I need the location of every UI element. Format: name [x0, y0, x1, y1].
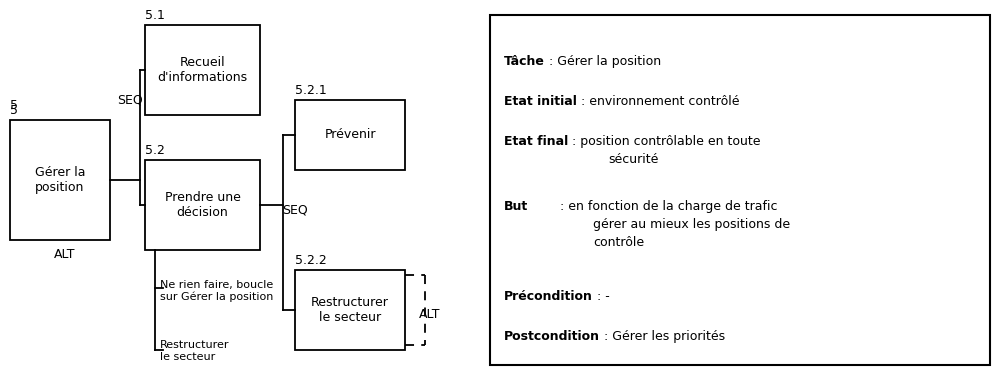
Text: Tâche: Tâche — [504, 55, 545, 68]
Text: contrôle: contrôle — [593, 236, 644, 249]
Text: Restructurer
le secteur: Restructurer le secteur — [160, 340, 229, 362]
Text: 5.2.2: 5.2.2 — [295, 254, 327, 267]
Bar — [295, 270, 405, 350]
Text: 5.1: 5.1 — [145, 9, 165, 22]
Text: 5.2: 5.2 — [145, 144, 165, 157]
Text: 5: 5 — [10, 99, 18, 112]
Text: gérer au mieux les positions de: gérer au mieux les positions de — [593, 218, 790, 231]
Text: But: But — [504, 200, 529, 213]
Text: Prévenir: Prévenir — [325, 128, 376, 141]
Text: : Gérer les priorités: : Gérer les priorités — [600, 330, 726, 343]
Text: : -: : - — [593, 290, 610, 303]
Text: ALT: ALT — [419, 309, 441, 321]
Bar — [10, 120, 110, 240]
Bar — [145, 25, 260, 115]
Bar — [145, 160, 260, 250]
Text: sécurité: sécurité — [608, 153, 658, 166]
Text: SEQ: SEQ — [118, 94, 143, 106]
Text: Restructurer
le secteur: Restructurer le secteur — [312, 296, 389, 324]
Text: : position contrôlable en toute: : position contrôlable en toute — [568, 135, 761, 148]
Text: 5.2.1: 5.2.1 — [295, 84, 327, 97]
Text: 5: 5 — [10, 104, 18, 117]
Text: Prendre une
décision: Prendre une décision — [165, 191, 240, 219]
Text: : Gérer la position: : Gérer la position — [545, 55, 661, 68]
Text: SEQ: SEQ — [282, 204, 308, 216]
Text: Etat final: Etat final — [504, 135, 568, 148]
Text: Etat initial: Etat initial — [504, 95, 577, 108]
Text: Postcondition: Postcondition — [504, 330, 600, 343]
Text: Précondition: Précondition — [504, 290, 593, 303]
Text: : environnement contrôlé: : environnement contrôlé — [577, 95, 740, 108]
Bar — [490, 15, 990, 365]
Text: ALT: ALT — [54, 249, 75, 262]
Text: Recueil
d'informations: Recueil d'informations — [158, 56, 247, 84]
Text: Gérer la
position: Gérer la position — [35, 166, 85, 194]
Text: Ne rien faire, boucle
sur Gérer la position: Ne rien faire, boucle sur Gérer la posit… — [160, 280, 273, 302]
Text: : en fonction de la charge de trafic: : en fonction de la charge de trafic — [529, 200, 778, 213]
Bar — [295, 100, 405, 170]
